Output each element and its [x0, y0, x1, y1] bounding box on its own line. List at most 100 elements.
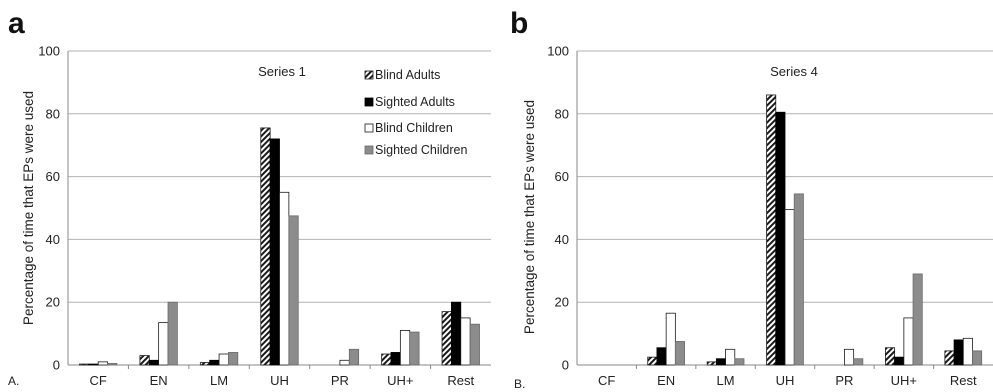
x-tick-label-a-uh: UH	[270, 373, 289, 388]
y-tick-label-b-40: 40	[555, 232, 569, 247]
y-axis-label-b: Percentage of time that EPs were used	[522, 100, 537, 334]
panel-letter-b: b	[510, 7, 528, 40]
chart-panel-a: a A. Percentage of time that EPs were us…	[8, 7, 491, 388]
bar-a-sighted-children-lm	[228, 352, 239, 366]
legend-swatch-sighted-children	[364, 145, 374, 155]
bar-a-sighted-children-uh	[288, 215, 299, 366]
x-tick-label-a-en: EN	[150, 373, 168, 388]
bar-a-blind-children-en	[158, 322, 169, 366]
bar-a-blind-children-lm	[218, 353, 229, 366]
legend-swatch-blind-adults	[364, 70, 374, 80]
bar-b-sighted-adults-uh	[775, 111, 786, 366]
legend-label-blind-adults: Blind Adults	[375, 68, 440, 82]
x-tick-label-b-uh-plus: UH+	[891, 373, 917, 388]
y-tick-label-a-40: 40	[46, 232, 60, 247]
x-tick-label-b-rest: Rest	[950, 373, 977, 388]
y-axis-label-a: Percentage of time that EPs were used	[21, 91, 36, 325]
bar-a-sighted-children-cf	[107, 363, 118, 366]
plot-area-a: 0 20 40 60 80 100 CF EN LM UH PR UH+ Rest	[38, 44, 491, 388]
bar-b-sighted-adults-en	[656, 347, 667, 366]
y-tick-label-a-80: 80	[46, 106, 60, 121]
legend-item-blind-children: Blind Children	[364, 121, 453, 135]
x-tick-label-a-pr: PR	[331, 373, 349, 388]
bar-b-blind-children-pr	[844, 348, 855, 366]
bar-b-sighted-adults-lm	[715, 358, 726, 366]
bar-a-blind-adults-cf	[79, 363, 90, 366]
bar-a-blind-adults-en	[139, 355, 150, 366]
bar-a-sighted-adults-rest	[451, 301, 462, 366]
panel-letter-a: a	[8, 7, 25, 40]
bar-b-blind-adults-rest	[944, 350, 955, 366]
bar-b-blind-adults-uh-plus	[885, 347, 896, 366]
bar-b-sighted-children-pr	[853, 358, 864, 366]
bar-b-blind-adults-uh	[766, 94, 777, 366]
bar-a-sighted-adults-en	[148, 359, 160, 366]
x-tick-label-b-en: EN	[657, 373, 675, 388]
legend-a: Blind Adults Sighted Adults Blind Childr…	[364, 68, 467, 157]
bar-a-blind-adults-lm	[199, 362, 211, 366]
bar-b-sighted-adults-uh-plus	[894, 356, 905, 366]
bar-b-sighted-children-uh	[793, 193, 804, 366]
y-tick-label-a-100: 100	[38, 44, 60, 59]
legend-swatch-blind-children	[364, 123, 374, 133]
bar-b-blind-children-rest	[962, 337, 973, 366]
y-tick-label-b-0: 0	[562, 358, 569, 373]
bar-b-blind-children-en	[665, 312, 676, 366]
bar-b-blind-adults-lm	[706, 361, 717, 366]
bar-b-blind-adults-en	[647, 356, 658, 366]
legend-label-blind-children: Blind Children	[375, 121, 453, 135]
bar-b-sighted-children-uh-plus	[912, 273, 923, 366]
legend-label-sighted-adults: Sighted Adults	[375, 95, 455, 109]
y-tick-label-a-60: 60	[46, 169, 60, 184]
bar-a-sighted-adults-cf	[88, 363, 99, 366]
chart-title-a: Series 1	[258, 64, 306, 79]
bar-a-blind-children-cf	[97, 361, 108, 366]
y-tick-label-b-20: 20	[555, 295, 569, 310]
y-tick-label-b-60: 60	[555, 169, 569, 184]
bar-a-blind-children-uh	[279, 191, 290, 366]
plot-area-b: 0 20 40 60 80 100 CF EN LM UH PR UH+ Rest	[547, 44, 993, 388]
y-tick-label-b-80: 80	[555, 106, 569, 121]
x-tick-label-a-uh-plus: UH+	[387, 373, 413, 388]
y-tick-label-b-100: 100	[547, 44, 569, 59]
bar-a-sighted-adults-lm	[209, 359, 220, 366]
bar-a-sighted-children-uh-plus	[409, 331, 420, 366]
bar-a-sighted-adults-uh	[269, 138, 280, 366]
bar-b-sighted-children-rest	[972, 350, 983, 366]
bar-a-sighted-children-pr	[348, 348, 360, 366]
bar-b-sighted-adults-rest	[953, 339, 964, 366]
bar-b-blind-children-lm	[725, 348, 736, 366]
bar-a-blind-children-rest	[460, 317, 471, 366]
y-tick-label-a-0: 0	[53, 358, 60, 373]
legend-label-sighted-children: Sighted Children	[375, 143, 467, 157]
panel-sublabel-b: B.	[514, 377, 525, 391]
bar-b-sighted-children-en	[674, 341, 685, 366]
x-tick-label-b-lm: LM	[717, 373, 735, 388]
bar-a-sighted-adults-uh-plus	[390, 352, 401, 366]
bar-b-blind-children-uh	[784, 209, 795, 366]
bar-b-blind-children-uh-plus	[903, 317, 914, 366]
x-tick-label-a-rest: Rest	[447, 373, 474, 388]
x-tick-label-b-cf: CF	[598, 373, 615, 388]
legend-item-sighted-children: Sighted Children	[364, 143, 467, 157]
chart-panel-b: b B. Percentage of time that EPs were us…	[510, 7, 993, 391]
bar-a-blind-adults-rest	[441, 311, 452, 366]
x-tick-label-a-lm: LM	[210, 373, 228, 388]
legend-item-blind-adults: Blind Adults	[364, 68, 440, 82]
x-tick-label-b-pr: PR	[835, 373, 853, 388]
legend-swatch-sighted-adults	[364, 97, 374, 107]
bar-a-blind-children-uh-plus	[399, 330, 411, 366]
bar-a-sighted-children-rest	[469, 323, 480, 366]
bar-a-blind-children-pr	[339, 359, 350, 366]
y-tick-label-a-20: 20	[46, 295, 60, 310]
x-tick-label-a-cf: CF	[90, 373, 107, 388]
legend-item-sighted-adults: Sighted Adults	[364, 95, 455, 109]
bar-a-sighted-children-en	[167, 301, 178, 366]
bar-b-sighted-children-lm	[734, 358, 745, 366]
panel-sublabel-a: A.	[8, 374, 19, 388]
bar-a-blind-adults-uh-plus	[381, 353, 392, 366]
x-tick-label-b-uh: UH	[776, 373, 795, 388]
chart-title-b: Series 4	[770, 64, 818, 79]
bar-a-blind-adults-uh	[260, 127, 271, 366]
